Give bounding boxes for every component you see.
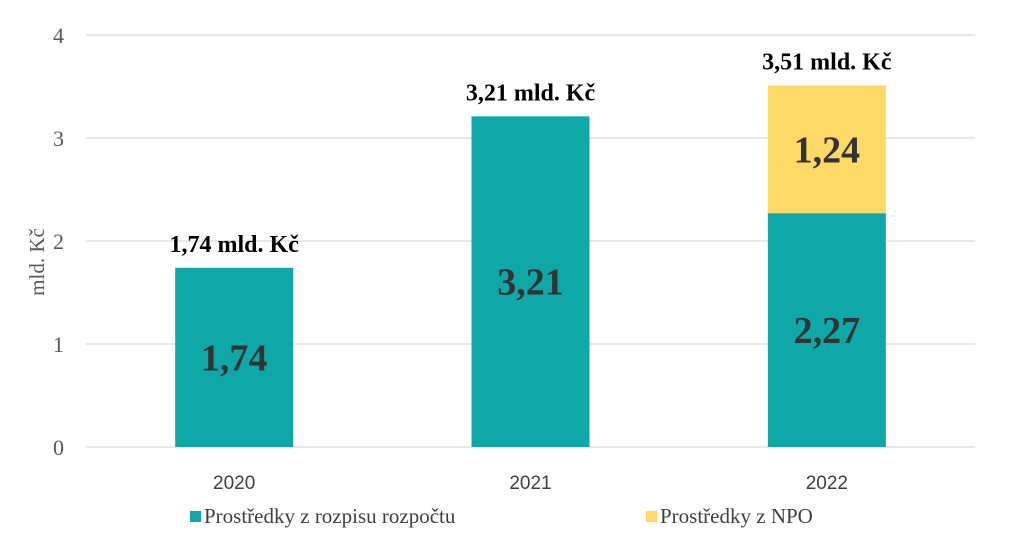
x-tick-label: 2022 [806, 473, 848, 494]
bars: 1,74 1,74 mld. Kč 3,21 3,21 mld. Kč 2,27 1,24… [170, 49, 892, 448]
data-label: 1,24 [794, 129, 861, 171]
y-tick-label: 1 [53, 332, 64, 357]
data-label: 2,27 [794, 310, 861, 352]
bar-2022-series-1 [767, 85, 886, 214]
bar-2020-series-0 [175, 267, 294, 447]
legend: Prostředky z rozpisu rozpočtu Prostředky … [190, 504, 813, 528]
x-tick-label: 2020 [213, 473, 255, 494]
total-label: 3,51 mld. Kč [762, 49, 892, 75]
x-tick-label: 2021 [509, 473, 551, 494]
total-label: 1,74 mld. Kč [170, 232, 300, 258]
y-tick-label: 4 [53, 23, 64, 48]
y-tick-label: 0 [53, 435, 64, 460]
total-label: 3,21 mld. Kč [466, 80, 596, 106]
legend-swatch [190, 511, 201, 522]
y-tick-label: 2 [53, 229, 64, 254]
bar-2021-series-0 [471, 116, 590, 448]
bar-2022-series-0 [767, 213, 886, 447]
legend-label: Prostředky z rozpisu rozpočtu [204, 504, 456, 528]
x-axis-ticks: 2020 2021 2022 [213, 473, 848, 494]
data-label: 3,21 [497, 262, 564, 304]
legend-swatch [646, 511, 657, 522]
y-axis-label: mld. Kč [25, 228, 49, 296]
y-tick-label: 3 [53, 126, 64, 151]
data-label: 1,74 [201, 337, 268, 379]
y-axis-ticks: 0 1 2 3 4 [53, 23, 64, 460]
legend-label: Prostředky z NPO [660, 504, 813, 528]
